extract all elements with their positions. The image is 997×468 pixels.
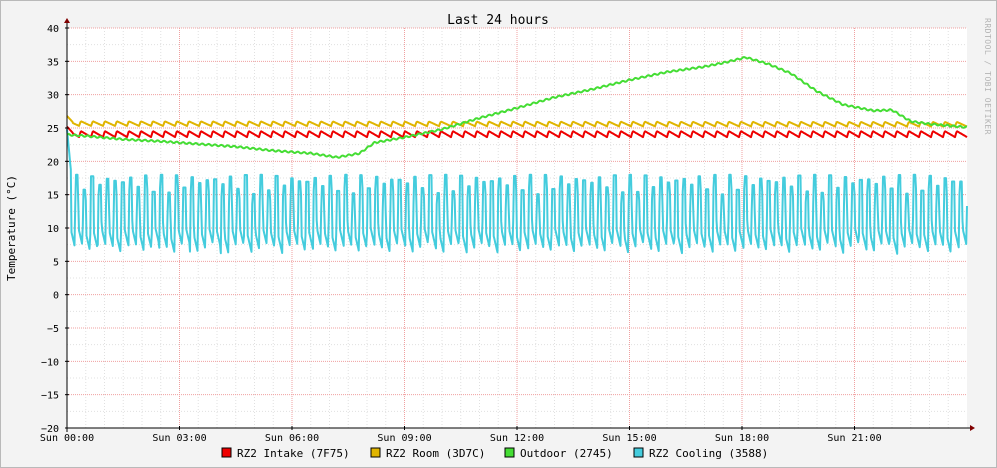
x-tick-label: Sun 09:00 xyxy=(377,433,431,444)
x-tick-label: Sun 00:00 xyxy=(40,433,94,444)
y-tick-label: −10 xyxy=(41,357,59,368)
x-tick-label: Sun 15:00 xyxy=(602,433,656,444)
rrdtool-watermark: RRDTOOL / TOBI OETIKER xyxy=(983,18,992,135)
series-line-3 xyxy=(66,129,968,255)
y-axis-arrow xyxy=(64,18,70,23)
y-tick-labels: 40 35 30 25 20 15 10 5 0 −5 −10 −15 −20 xyxy=(41,24,59,435)
x-tick-label: Sun 21:00 xyxy=(827,433,881,444)
y-tick-label: 35 xyxy=(47,57,59,68)
x-tick-label: Sun 06:00 xyxy=(265,433,319,444)
legend-label: RZ2 Room (3D7C) xyxy=(386,447,485,460)
legend-label: RZ2 Cooling (3588) xyxy=(649,447,768,460)
legend-swatch xyxy=(504,447,515,458)
y-tick-label: 20 xyxy=(47,157,59,168)
x-tick-labels: Sun 00:00 Sun 03:00 Sun 06:00 Sun 09:00 Sun … xyxy=(40,433,882,444)
series-line-0 xyxy=(66,125,968,139)
x-tick-label: Sun 03:00 xyxy=(152,433,206,444)
series-line-1 xyxy=(66,115,968,128)
y-tick-label: 0 xyxy=(53,291,59,302)
legend-swatch xyxy=(633,447,644,458)
axes xyxy=(64,18,975,432)
y-tick-label: 10 xyxy=(47,224,59,235)
y-tick-label: 25 xyxy=(47,124,59,135)
y-tick-label: −15 xyxy=(41,391,59,402)
legend: RZ2 Intake (7F75) RZ2 Room (3D7C) Outdoor … xyxy=(221,447,768,460)
y-tick-label: 15 xyxy=(47,191,59,202)
x-tick-label: Sun 12:00 xyxy=(490,433,544,444)
series-line-2 xyxy=(66,56,968,159)
chart-title: Last 24 hours xyxy=(447,13,549,28)
y-tick-label: −20 xyxy=(41,424,59,435)
y-tick-label: −5 xyxy=(47,324,59,335)
legend-label: RZ2 Intake (7F75) xyxy=(237,447,350,460)
y-axis-label: Temperature (°C) xyxy=(5,175,18,281)
series-layer xyxy=(66,56,968,255)
legend-swatch xyxy=(370,447,381,458)
x-tick-label: Sun 18:00 xyxy=(715,433,769,444)
legend-swatch xyxy=(221,447,232,458)
x-axis-arrow xyxy=(970,425,975,431)
y-tick-label: 5 xyxy=(53,257,59,268)
legend-label: Outdoor (2745) xyxy=(520,447,613,460)
y-tick-label: 40 xyxy=(47,24,59,35)
y-tick-label: 30 xyxy=(47,91,59,102)
